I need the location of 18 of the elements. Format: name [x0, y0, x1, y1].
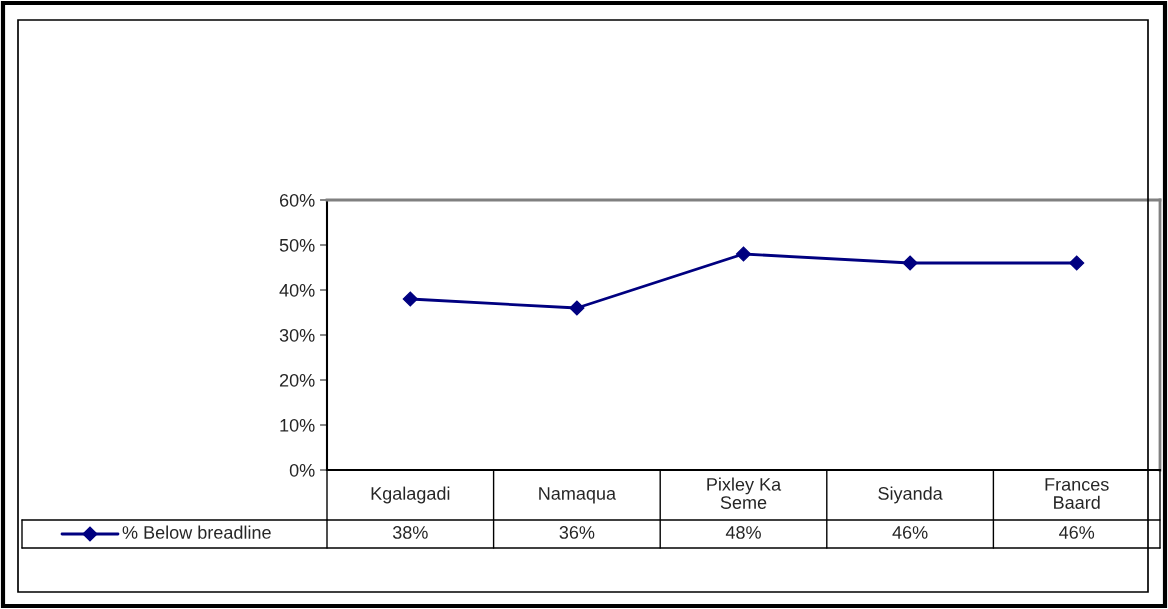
y-tick-label: 50% — [279, 238, 315, 252]
y-tick-label: 10% — [280, 418, 315, 432]
text: 46% — [892, 526, 928, 539]
text: 48% — [725, 526, 761, 539]
y-tick-label: 0% — [289, 463, 315, 477]
y-tick-label: 20% — [279, 373, 315, 387]
text: 46% — [1059, 526, 1095, 539]
text: 36% — [559, 526, 595, 539]
x-tick-label: Siyanda — [878, 486, 943, 504]
legend-label: % Below breadline — [122, 525, 271, 539]
x-tick-label: Namaqua — [539, 487, 617, 504]
text: 38% — [392, 526, 428, 539]
x-tick-label: Frances Baard — [1045, 478, 1109, 509]
y-tick-label: 60% — [279, 193, 315, 207]
y-tick-label: 40% — [279, 283, 315, 297]
y-tick-label: 30% — [279, 328, 315, 342]
x-tick-label: Kgalagadi — [371, 486, 450, 504]
x-tick-label: Pixley Ka Seme — [707, 477, 782, 509]
